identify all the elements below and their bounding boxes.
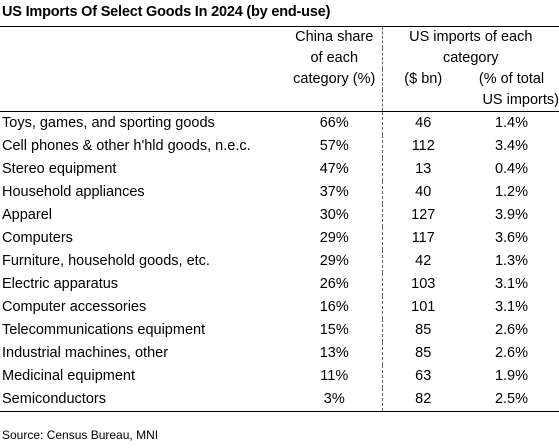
- header-china-share-line3: category (%): [287, 69, 383, 90]
- table-row: Apparel 30% 127 3.9%: [0, 204, 559, 227]
- table-row: Cell phones & other h'hld goods, n.e.c. 5…: [0, 135, 559, 158]
- table-row: Medicinal equipment 11% 63 1.9%: [0, 365, 559, 388]
- usd-bn-cell: 13: [415, 161, 432, 177]
- china-share-cell: 37%: [287, 181, 383, 204]
- usd-bn-cell: 127: [411, 207, 436, 223]
- table-row: Computer accessories 16% 101 3.1%: [0, 296, 559, 319]
- table-row: Toys, games, and sporting goods 66% 46 1.4%: [0, 111, 559, 135]
- table-row: Furniture, household goods, etc. 29% 42 1.3…: [0, 250, 559, 273]
- usd-bn-cell: 85: [415, 345, 432, 361]
- category-cell: Furniture, household goods, etc.: [2, 253, 210, 269]
- category-cell: Telecommunications equipment: [2, 322, 206, 338]
- category-cell: Stereo equipment: [2, 161, 117, 177]
- category-cell: Industrial machines, other: [2, 345, 169, 361]
- usd-bn-cell: 103: [411, 276, 436, 292]
- pct-total-cell: 2.5%: [464, 388, 559, 412]
- pct-total-cell: 2.6%: [494, 345, 529, 361]
- usd-bn-cell: 40: [415, 184, 432, 200]
- header-row: of each category: [0, 48, 559, 69]
- table-row: Stereo equipment 47% 13 0.4%: [0, 158, 559, 181]
- usd-bn-cell: 117: [411, 230, 435, 246]
- category-cell: Electric apparatus: [2, 276, 119, 292]
- china-share-cell: 66%: [287, 111, 383, 135]
- header-pct-total-line2: US imports): [464, 90, 559, 112]
- china-share-cell: 29%: [287, 250, 383, 273]
- header-usd-bn: ($ bn): [404, 71, 443, 87]
- pct-total-cell: 3.9%: [494, 207, 529, 223]
- imports-table: China share US imports of each of each c…: [0, 26, 559, 412]
- pct-total-cell: 3.1%: [494, 276, 529, 292]
- pct-total-cell: 0.4%: [494, 161, 529, 177]
- china-share-cell: 26%: [287, 273, 383, 296]
- table-title: US Imports Of Select Goods In 2024 (by e…: [2, 4, 331, 20]
- header-china-share-line1: China share: [287, 26, 383, 48]
- pct-total-cell: 1.2%: [494, 184, 529, 200]
- china-share-cell: 29%: [287, 227, 383, 250]
- header-row: China share US imports of each: [0, 26, 559, 48]
- usd-bn-cell: 85: [415, 322, 432, 338]
- table-row: Telecommunications equipment 15% 85 2.6%: [0, 319, 559, 342]
- pct-total-cell: 2.6%: [494, 322, 529, 338]
- usd-bn-cell: 46: [415, 115, 432, 131]
- category-cell: Medicinal equipment: [2, 368, 135, 384]
- header-row: category (%) ($ bn) (% of total: [0, 69, 559, 90]
- header-us-imports-line2: category: [442, 50, 499, 66]
- category-cell: Household appliances: [2, 184, 145, 200]
- china-share-cell: 3%: [287, 388, 383, 412]
- china-share-cell: 57%: [287, 135, 383, 158]
- china-share-cell: 30%: [287, 204, 383, 227]
- china-share-cell: 13%: [287, 342, 383, 365]
- category-cell: Apparel: [2, 207, 52, 223]
- pct-total-cell: 1.3%: [494, 253, 529, 269]
- category-cell: Toys, games, and sporting goods: [2, 115, 215, 131]
- china-share-cell: 15%: [287, 319, 383, 342]
- header-pct-total-line1: (% of total: [478, 71, 545, 87]
- table-body: Toys, games, and sporting goods 66% 46 1.4%…: [0, 111, 559, 412]
- usd-bn-cell: 101: [411, 299, 436, 315]
- table-row: Electric apparatus 26% 103 3.1%: [0, 273, 559, 296]
- china-share-cell: 11%: [287, 365, 383, 388]
- usd-bn-cell: 63: [415, 368, 432, 384]
- pct-total-cell: 1.4%: [494, 115, 529, 131]
- pct-total-cell: 3.4%: [494, 138, 529, 154]
- china-share-cell: 16%: [287, 296, 383, 319]
- usd-bn-cell: 42: [415, 253, 432, 269]
- category-cell: Computers: [2, 230, 73, 246]
- table-row: Household appliances 37% 40 1.2%: [0, 181, 559, 204]
- table-row: Industrial machines, other 13% 85 2.6%: [0, 342, 559, 365]
- usd-bn-cell: 112: [411, 138, 435, 154]
- header-us-imports-line1: US imports of each: [382, 26, 559, 48]
- usd-bn-cell: 82: [382, 388, 464, 412]
- table-row: Computers 29% 117 3.6%: [0, 227, 559, 250]
- china-share-cell: 47%: [287, 158, 383, 181]
- source-note: Source: Census Bureau, MNI: [2, 428, 159, 442]
- pct-total-cell: 1.9%: [494, 368, 529, 384]
- pct-total-cell: 3.1%: [494, 299, 529, 315]
- header-china-share-line2: of each: [287, 48, 383, 69]
- pct-total-cell: 3.6%: [494, 230, 529, 246]
- table-row: Semiconductors 3% 82 2.5%: [0, 388, 559, 412]
- category-cell: Computer accessories: [2, 299, 147, 315]
- header-row: US imports): [0, 90, 559, 112]
- category-cell: Semiconductors: [0, 388, 287, 412]
- category-cell: Cell phones & other h'hld goods, n.e.c.: [2, 138, 251, 154]
